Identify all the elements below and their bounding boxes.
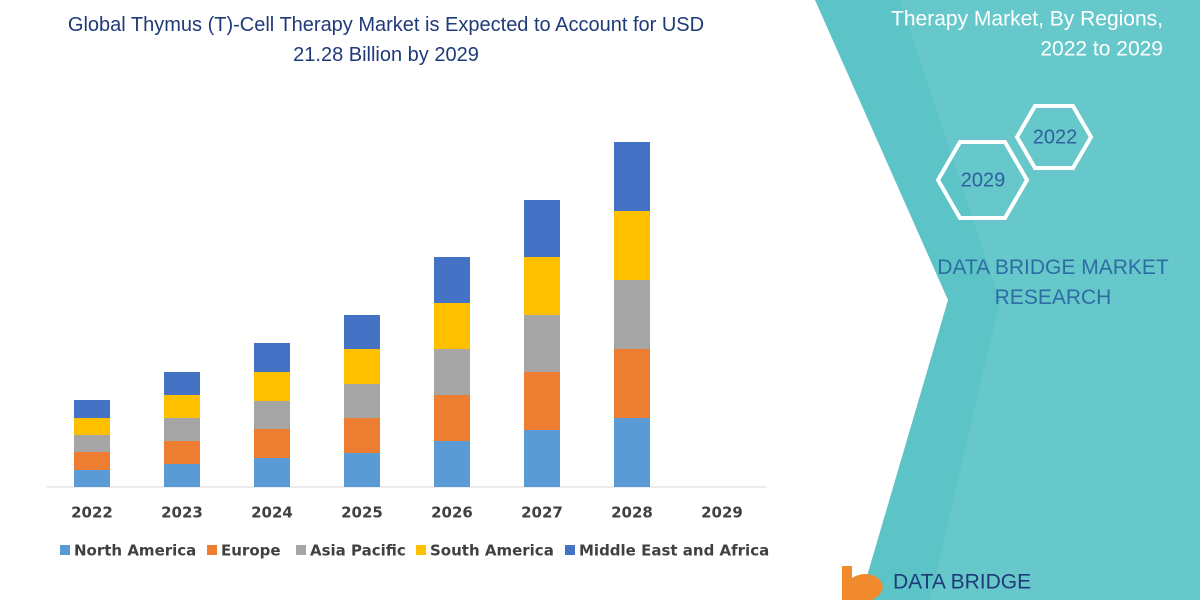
x-tick-label: 2024: [251, 504, 293, 522]
logo-text: DATA BRIDGE: [893, 571, 1031, 594]
bar-segment: [164, 441, 200, 464]
x-tick-label: 2027: [521, 504, 563, 522]
x-tick-label: 2023: [161, 504, 203, 522]
bar-segment: [524, 430, 560, 487]
bar-segment: [614, 280, 650, 349]
bar-segment: [434, 303, 470, 349]
bar-segment: [254, 401, 290, 429]
logo-icon: [842, 566, 883, 600]
x-tick-label: 2029: [701, 504, 743, 522]
x-tick-label: 2025: [341, 504, 383, 522]
hexagon: [935, 140, 1030, 220]
legend-label: Asia Pacific: [310, 542, 406, 560]
legend-label: Europe: [221, 542, 281, 560]
brand-line: DATA BRIDGE MARKET: [937, 256, 1169, 279]
brand-text: DATA BRIDGE MARKET RESEARCH: [937, 256, 1169, 309]
legend-swatch: [60, 545, 70, 555]
bar-segment: [524, 200, 560, 257]
bar-segment: [434, 441, 470, 487]
bar-segment: [614, 418, 650, 487]
bar-segment: [344, 453, 380, 487]
legend-swatch: [207, 545, 217, 555]
bar-segment: [74, 435, 110, 452]
bar-segment: [254, 458, 290, 487]
bar-segment: [524, 257, 560, 315]
bar-segment: [344, 349, 380, 384]
bar-segment: [254, 429, 290, 458]
hexagon-label: 2022: [1033, 126, 1078, 148]
panel-subtitle: Therapy Market, By Regions,: [891, 8, 1163, 31]
x-tick-label: 2028: [611, 504, 653, 522]
brand-line: RESEARCH: [995, 286, 1112, 309]
legend-swatch: [296, 545, 306, 555]
legend-swatch: [416, 545, 426, 555]
bar-segment: [254, 343, 290, 372]
x-tick-label: 2022: [71, 504, 113, 522]
bar-segment: [74, 470, 110, 487]
bar-segment: [614, 211, 650, 280]
bar-segment: [614, 142, 650, 211]
legend-swatch: [565, 545, 575, 555]
bar-segment: [164, 418, 200, 441]
bar-segment: [74, 452, 110, 470]
bar-segment: [434, 395, 470, 441]
bar-segment: [74, 418, 110, 435]
bar-segment: [434, 349, 470, 395]
legend-label: South America: [430, 542, 554, 560]
bar-segment: [344, 418, 380, 453]
bar-segment: [254, 372, 290, 401]
bar-segment: [344, 315, 380, 349]
chart-title: Global Thymus (T)-Cell Therapy Market is…: [67, 14, 705, 66]
hexagon: [1014, 104, 1094, 170]
panel-subtitle: 2022 to 2029: [1040, 38, 1163, 61]
bar-segment: [164, 372, 200, 395]
bar-segment: [614, 349, 650, 418]
side-panel-band: [900, 0, 1200, 600]
hexagon-label: 2029: [961, 169, 1006, 191]
bar-segment: [164, 464, 200, 487]
legend-label: Middle East and Africa: [579, 542, 769, 560]
bar-segment: [434, 257, 470, 303]
x-tick-label: 2026: [431, 504, 473, 522]
bar-segment: [524, 315, 560, 372]
bar-segment: [74, 400, 110, 418]
bar-segment: [524, 372, 560, 430]
legend-label: North America: [74, 542, 196, 560]
bar-segment: [164, 395, 200, 418]
bar-segment: [344, 384, 380, 418]
